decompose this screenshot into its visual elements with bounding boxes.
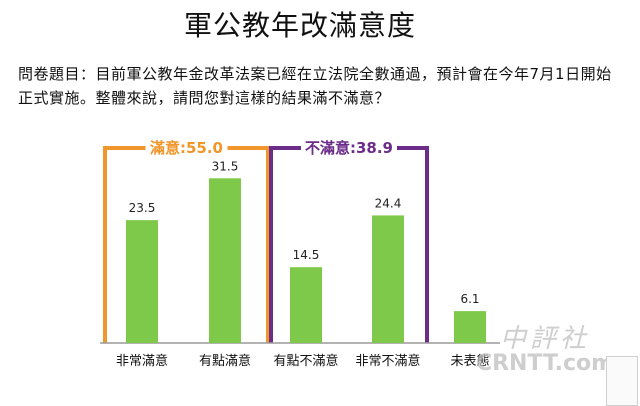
watermark-logo: 中評社 CRNTT.com [470, 318, 620, 376]
bar-4 [454, 311, 486, 343]
value-label-0: 23.5 [129, 201, 156, 215]
category-label-3: 非常不滿意 [355, 353, 420, 369]
category-label-0: 非常滿意 [116, 353, 168, 369]
chart-title: 軍公教年改滿意度 [183, 9, 416, 42]
bar-2 [290, 267, 322, 343]
bar-3 [372, 215, 404, 343]
watermark-chinese: 中評社 [499, 324, 590, 354]
value-label-3: 24.4 [375, 196, 402, 210]
group-label-1: 不滿意:38.9 [305, 139, 393, 157]
group-label-bg-0 [145, 138, 228, 158]
bar-0 [126, 220, 158, 343]
category-label-4: 未表態 [450, 353, 489, 369]
value-label-4: 6.1 [460, 292, 479, 306]
watermark-latin: CRNTT.com [475, 351, 615, 376]
value-label-1: 31.5 [212, 159, 239, 173]
category-label-2: 有點不滿意 [273, 353, 338, 369]
survey-question: 問卷題目：目前軍公教年金改革法案已經在立法院全數通過，預計會在今年7月1日開始正… [18, 65, 612, 107]
value-label-2: 14.5 [293, 248, 320, 262]
group-label-0: 滿意:55.0 [150, 139, 223, 157]
category-label-1: 有點滿意 [199, 353, 251, 369]
corner-thumbnail [606, 356, 638, 406]
bar-1 [209, 178, 241, 343]
group-label-bg-1 [301, 138, 397, 158]
